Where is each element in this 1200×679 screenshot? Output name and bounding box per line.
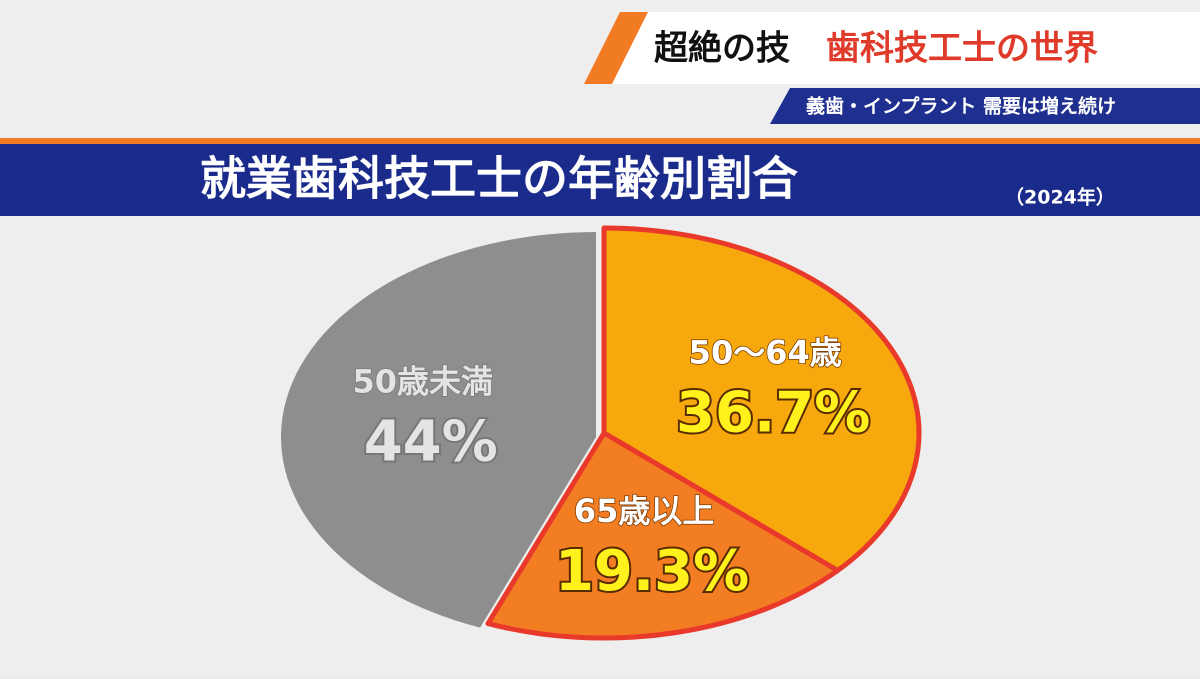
category-label: 65歳以上 [574,492,715,530]
value-label: 19.3% [555,539,749,604]
title-bar [0,144,1200,216]
pie-slice [485,430,841,641]
pie-slice [601,225,922,573]
pie-slice [280,232,596,628]
category-label: 50歳未満 [352,362,493,400]
category-label: 50～64歳 [689,333,842,371]
title-accent [0,138,1200,144]
value-label: 44% [364,410,498,475]
subtitle-banner [770,88,1200,124]
header-title-right: 歯科技工士の世界 [826,29,1098,69]
header-title-left: 超絶の技 [654,29,790,69]
chart-title: 就業歯科技工士の年齢別割合 [200,152,798,206]
value-label: 36.7% [676,381,870,446]
chart-subtitle: （2024年） [1005,186,1115,209]
header-banner [610,12,1200,84]
header-accent [584,12,648,84]
header-subtitle: 義歯・インプラント 需要は増え続け [806,95,1116,118]
